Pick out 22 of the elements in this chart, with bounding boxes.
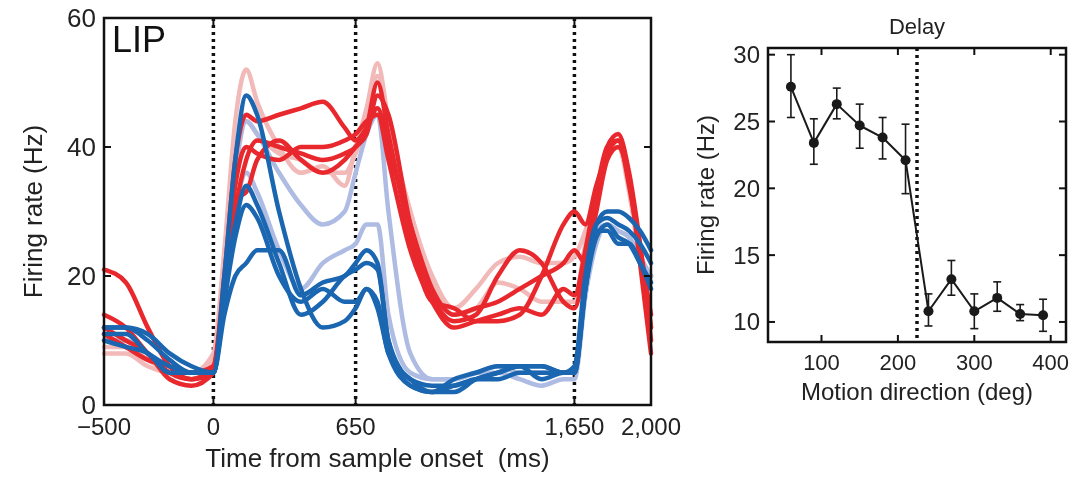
y-tick-label: 25 [733, 107, 760, 135]
y-tick-label: 10 [733, 308, 760, 336]
x-tick-label: 200 [879, 350, 917, 375]
x-tick-label: 2,000 [620, 413, 682, 440]
x-axis-title: Time from sample onset (ms) [205, 443, 550, 473]
y-axis-title: Firing rate (Hz) [18, 124, 48, 299]
y-tick-label: 15 [733, 241, 760, 269]
y-axis-title: Firing rate (Hz) [692, 114, 719, 276]
y-tick-label: 20 [733, 174, 760, 202]
y-tick-label: 60 [67, 3, 96, 34]
x-tick-label: 400 [1032, 350, 1070, 375]
x-tick-label: 100 [803, 350, 840, 375]
annotation: LIP [112, 19, 167, 60]
x-tick-label: 1,650 [544, 413, 605, 440]
y-tick-label: 40 [67, 132, 96, 163]
x-tick-label: 650 [335, 413, 376, 440]
x-tick-label: 0 [206, 413, 221, 440]
x-axis-title: Motion direction (deg) [800, 378, 1034, 405]
x-tick-label: 300 [955, 350, 993, 375]
y-tick-label: 20 [67, 261, 96, 292]
y-tick-label: 30 [733, 41, 760, 69]
chart-title: Delay [888, 14, 946, 39]
